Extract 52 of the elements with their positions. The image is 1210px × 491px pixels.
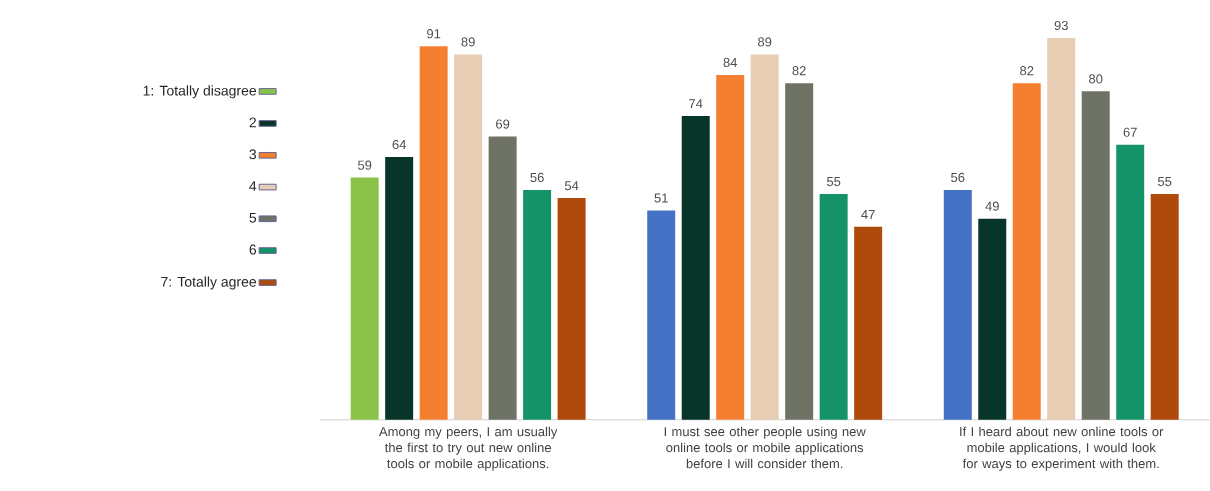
bar [978, 218, 1007, 420]
data-label: 82 [792, 66, 806, 76]
bar [854, 226, 883, 420]
bar [1047, 38, 1076, 420]
bar [488, 136, 517, 420]
x-tick-label: Among my peers, I am usually the first to try out new online tools or mobile applications. [378, 426, 558, 471]
bar [647, 210, 676, 420]
data-label: 69 [496, 119, 510, 129]
bar [716, 75, 745, 420]
bar [385, 157, 414, 420]
bar [557, 198, 586, 420]
bar [1081, 91, 1110, 420]
bar [1116, 144, 1145, 420]
legend-label: 1: Totally disagree [143, 85, 257, 99]
data-label: 55 [826, 177, 841, 187]
data-label: 82 [1020, 66, 1034, 76]
legend-label: 7: Totally agree [161, 276, 257, 290]
x-tick-label: I must see other people using new online tools or mobile applications before I will consider them. [664, 426, 866, 469]
data-label: 91 [427, 29, 441, 39]
legend-label: 2 [249, 117, 256, 128]
data-label: 51 [654, 193, 668, 203]
bar [1012, 83, 1041, 420]
data-label: 49 [985, 201, 999, 211]
data-label: 74 [689, 99, 703, 109]
data-label: 64 [392, 140, 407, 150]
data-label: 54 [564, 181, 579, 191]
data-label: 93 [1054, 21, 1068, 31]
data-label: 56 [951, 172, 965, 183]
data-label: 80 [1089, 74, 1103, 84]
bar [819, 194, 848, 420]
data-label: 89 [461, 37, 475, 47]
data-label: 89 [758, 37, 772, 47]
data-label: 47 [861, 210, 875, 220]
x-tick-label: If I heard about new online tools or mobile applications, I would look for ways to experiment with them. [960, 426, 1164, 471]
data-label: 55 [1157, 177, 1172, 187]
bar [523, 189, 552, 420]
data-label: 67 [1123, 127, 1137, 137]
legend-label: 5 [249, 213, 257, 223]
bar [943, 189, 972, 420]
data-label: 56 [530, 172, 544, 183]
legend-label: 6 [249, 244, 257, 255]
legend-label: 3 [249, 149, 257, 160]
data-label: 84 [723, 57, 738, 68]
data-label: 59 [357, 160, 372, 170]
legend-label: 4 [249, 181, 257, 191]
bar [419, 46, 448, 420]
bar [681, 116, 710, 420]
bar [750, 54, 779, 420]
bar [1150, 194, 1179, 420]
bar [454, 54, 483, 420]
bar [785, 83, 814, 420]
bar [350, 177, 379, 420]
